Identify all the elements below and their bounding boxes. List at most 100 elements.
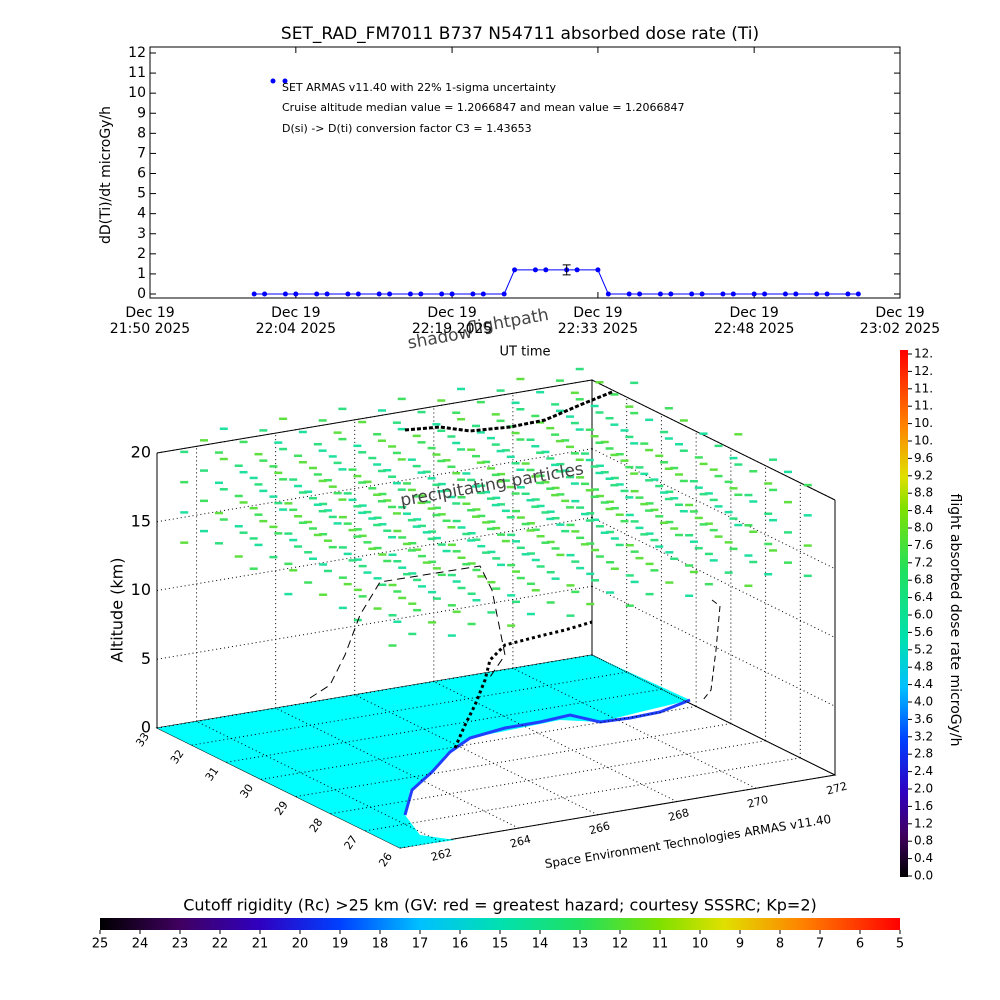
particle-dash bbox=[531, 414, 540, 418]
particle-dash bbox=[546, 601, 555, 604]
colorbar-tick-label: 8 bbox=[776, 937, 784, 952]
colorbar-tick-label: 11. bbox=[914, 399, 933, 413]
particle-dash bbox=[298, 430, 307, 434]
particle-dash bbox=[274, 501, 283, 505]
y-tick-label: 7 bbox=[137, 145, 146, 161]
particle-dash bbox=[388, 583, 397, 587]
particle-dash bbox=[511, 600, 520, 604]
particle-dash bbox=[714, 444, 723, 448]
colorbar-tick-label: 1.6 bbox=[914, 799, 933, 813]
data-point bbox=[543, 267, 549, 273]
particle-dash bbox=[580, 512, 589, 516]
particle-dash bbox=[526, 612, 535, 616]
particle-dash bbox=[536, 481, 545, 485]
particle-dash bbox=[507, 624, 516, 627]
colorbar-tick-label: 6.8 bbox=[914, 573, 933, 587]
particle-dash bbox=[605, 507, 614, 511]
particle-dash bbox=[570, 421, 579, 425]
particle-dash bbox=[413, 518, 422, 521]
colorbar-tick-label: 3.2 bbox=[914, 729, 933, 743]
particle-dash bbox=[388, 505, 397, 509]
particle-dash bbox=[546, 510, 555, 513]
particle-dash bbox=[694, 486, 703, 489]
flight-track bbox=[453, 620, 593, 749]
grid-line bbox=[191, 671, 627, 746]
particle-dash bbox=[377, 499, 386, 503]
particle-dash bbox=[640, 533, 649, 536]
x-tick-label: Dec 19 bbox=[271, 305, 320, 321]
particle-dash bbox=[467, 622, 476, 626]
particle-dash bbox=[487, 580, 496, 584]
particle-dash bbox=[561, 469, 570, 472]
x-tick-label: Dec 19 bbox=[573, 305, 622, 321]
particle-dash bbox=[511, 462, 520, 465]
particle-dash bbox=[516, 486, 525, 489]
particle-dash bbox=[729, 487, 738, 490]
particle-dash bbox=[363, 541, 372, 544]
particle-dash bbox=[685, 594, 694, 597]
particle-dash bbox=[635, 466, 644, 469]
particle-dash bbox=[447, 604, 456, 607]
colorbar-tick-label: 5.6 bbox=[914, 625, 933, 639]
particle-dash bbox=[308, 527, 317, 530]
particle-dash bbox=[566, 614, 575, 617]
particle-dash bbox=[571, 590, 580, 594]
particle-dash bbox=[570, 482, 579, 485]
particle-dash bbox=[437, 573, 446, 577]
particle-dash bbox=[333, 522, 342, 525]
particle-dash bbox=[254, 452, 263, 456]
particle-dash bbox=[595, 441, 604, 444]
y-tick-label: 3 bbox=[137, 226, 146, 242]
particle-dash bbox=[541, 450, 550, 454]
particle-dash bbox=[585, 428, 594, 432]
particle-dash bbox=[353, 558, 362, 561]
particle-dash bbox=[393, 529, 402, 533]
particle-dash bbox=[764, 572, 773, 576]
particle-dash bbox=[571, 530, 580, 533]
lat-tick-label: 30 bbox=[237, 782, 256, 801]
particle-dash bbox=[417, 585, 426, 588]
particle-dash bbox=[744, 584, 753, 588]
z-tick-label: 0 bbox=[141, 718, 151, 737]
particle-dash bbox=[428, 560, 437, 564]
particle-dash bbox=[556, 462, 565, 466]
particle-dash bbox=[298, 491, 307, 494]
particle-dash bbox=[555, 379, 564, 382]
particle-dash bbox=[452, 471, 461, 475]
colorbar-tick-label: 7 bbox=[816, 937, 824, 952]
data-point bbox=[449, 291, 455, 297]
particle-dash bbox=[625, 604, 634, 607]
particle-dash bbox=[457, 556, 466, 560]
particle-dash bbox=[294, 545, 303, 548]
lon-tick-label: 264 bbox=[509, 833, 533, 851]
particle-dash bbox=[348, 528, 357, 532]
particle-dash bbox=[462, 562, 471, 566]
particle-dash bbox=[432, 423, 441, 426]
particle-dash bbox=[551, 577, 560, 580]
particle-dash bbox=[714, 474, 723, 478]
particle-dash bbox=[254, 543, 263, 547]
particle-dash bbox=[432, 597, 441, 600]
particle-dash bbox=[630, 550, 639, 553]
particle-dash bbox=[531, 498, 540, 501]
particle-dash bbox=[605, 416, 614, 420]
particle-dash bbox=[665, 490, 674, 494]
particle-dash bbox=[640, 442, 649, 445]
particle-dash bbox=[304, 490, 313, 494]
particle-dash bbox=[575, 398, 584, 401]
lat-tick-label: 27 bbox=[342, 833, 361, 852]
particle-dash bbox=[561, 439, 570, 442]
particle-dash bbox=[457, 586, 466, 590]
particle-dash bbox=[319, 593, 328, 596]
grid-line bbox=[156, 448, 593, 523]
particle-dash bbox=[412, 495, 421, 498]
y-axis-label: dD(Ti)/dt microGy/h bbox=[98, 106, 114, 244]
particle-dash bbox=[531, 558, 540, 562]
particle-dash bbox=[319, 532, 328, 536]
particle-dash bbox=[620, 459, 629, 462]
particle-dash bbox=[744, 554, 753, 557]
particle-dash bbox=[615, 483, 624, 486]
z-tick-label: 10 bbox=[131, 580, 151, 599]
particle-dash bbox=[477, 544, 486, 548]
particle-dash bbox=[566, 415, 575, 418]
